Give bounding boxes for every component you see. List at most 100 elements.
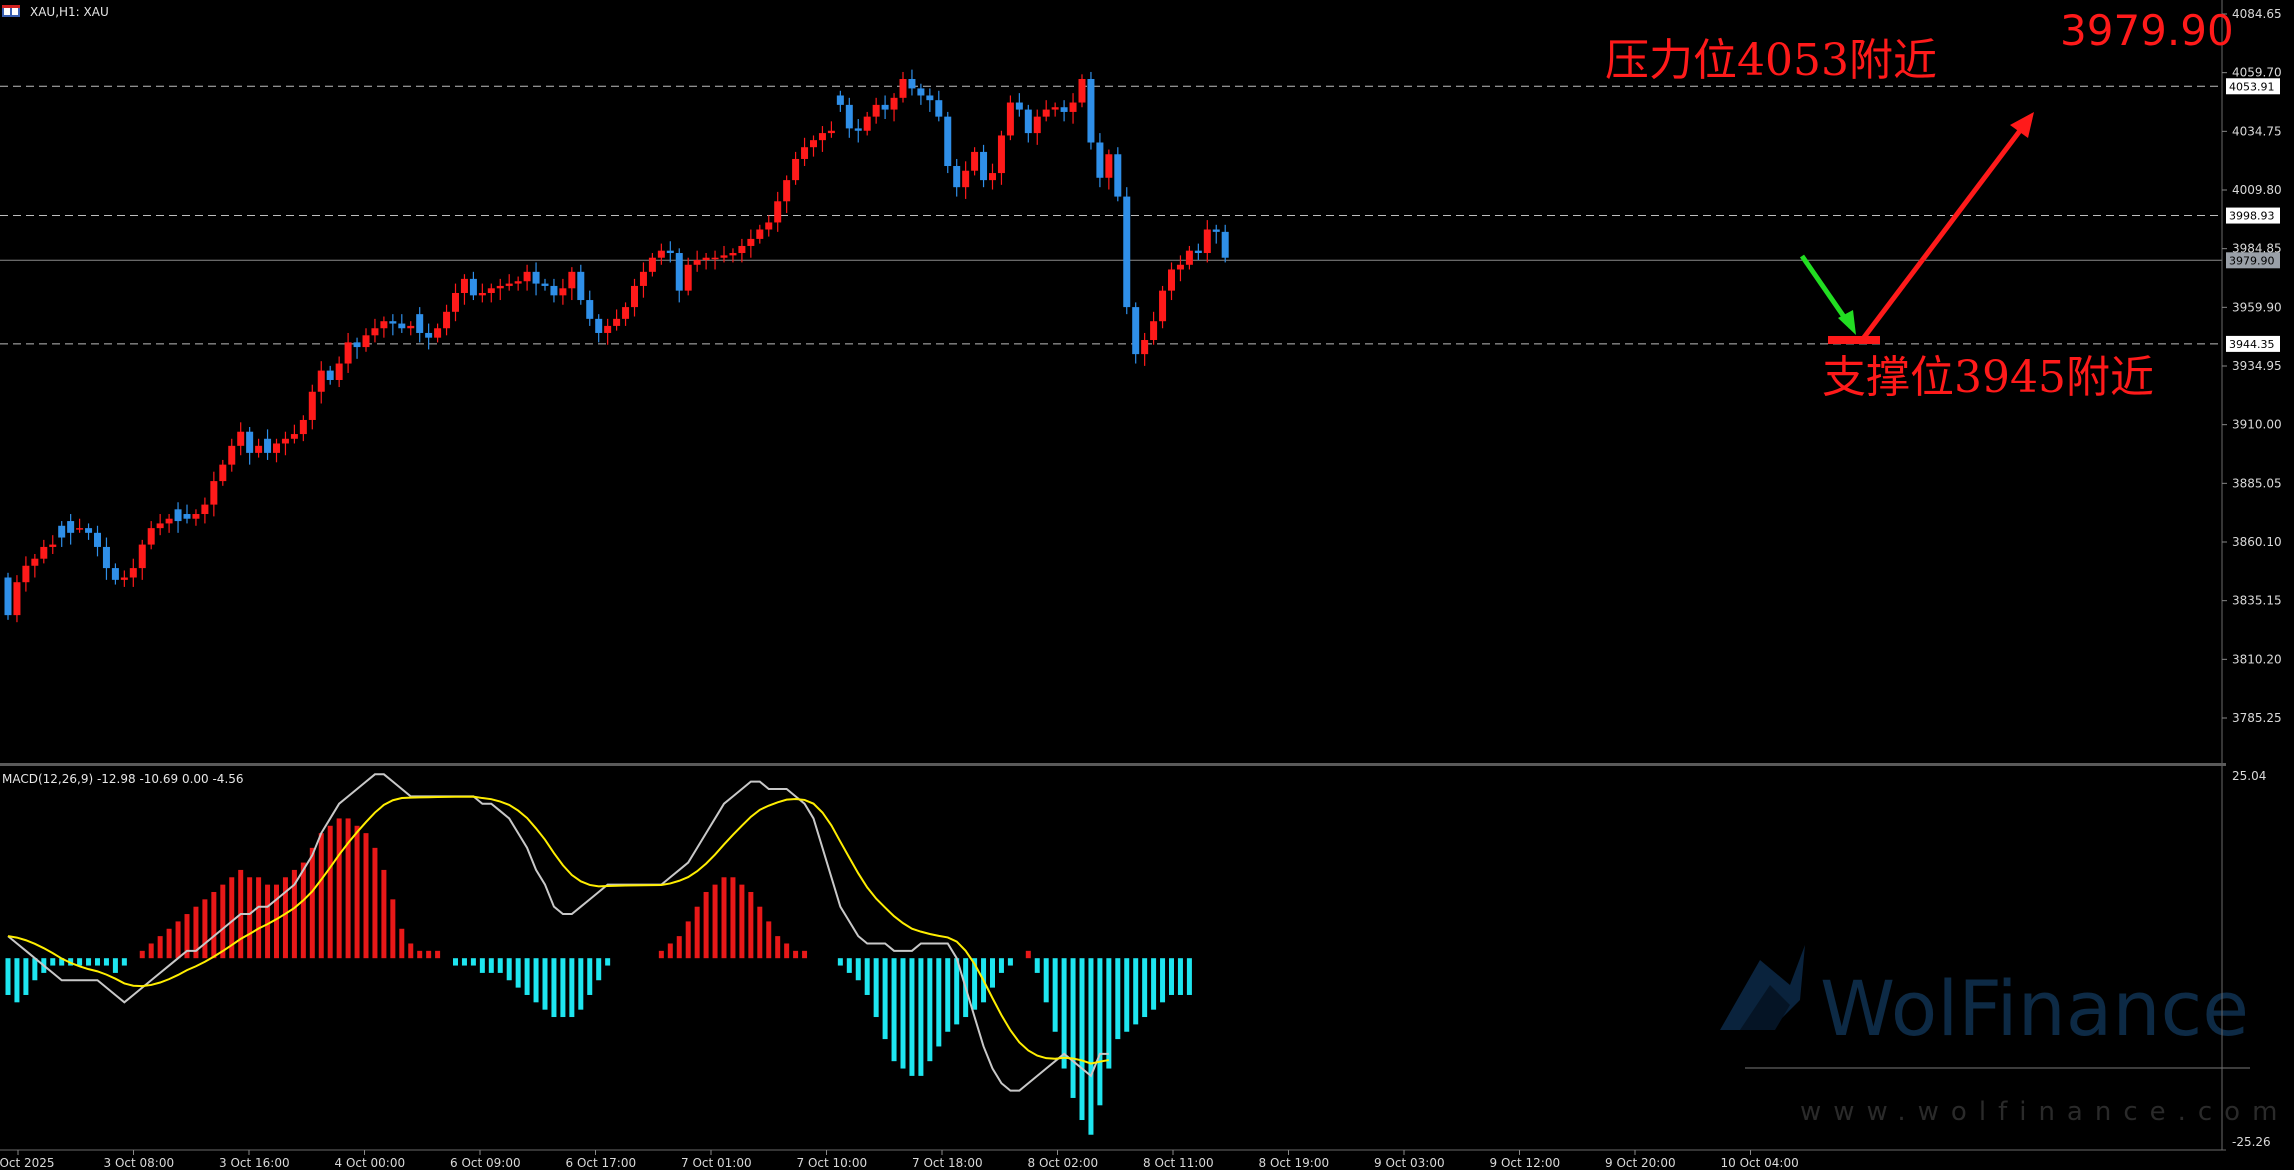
macd-histogram-bar: [990, 958, 995, 988]
candle: [845, 97, 853, 138]
macd-histogram-bar: [667, 943, 673, 959]
time-tick-label: 8 Oct 11:00: [1143, 1156, 1214, 1170]
macd-histogram-bar: [372, 847, 378, 959]
macd-histogram-bar: [166, 928, 172, 959]
candle: [738, 238, 746, 263]
macd-line: [7, 773, 1109, 1092]
candle: [362, 328, 370, 352]
candle: [505, 274, 513, 291]
candle: [1087, 71, 1095, 150]
price-tick-label: 3934.95: [2232, 359, 2282, 373]
candle: [550, 278, 558, 303]
time-tick-label: 4 Oct 00:00: [335, 1156, 406, 1170]
macd-histogram-bar: [1151, 958, 1157, 1010]
macd-histogram-bar: [265, 884, 271, 959]
price-axis-ticks: 4084.65 4059.70 4034.75 4009.80 3984.85 3959.…: [2222, 7, 2282, 725]
candle: [264, 429, 272, 460]
candle: [756, 224, 764, 244]
candle: [1096, 133, 1104, 188]
candle: [273, 438, 280, 463]
watermark-url: www.wolfinance.com: [1800, 1097, 2289, 1127]
candle: [416, 307, 424, 343]
candle: [1185, 245, 1193, 270]
price-tick-label: 4084.65: [2232, 7, 2282, 21]
macd-histogram-bar: [327, 825, 333, 959]
macd-histogram-bar: [426, 950, 432, 959]
candle: [1051, 102, 1059, 117]
pane-separator[interactable]: [0, 763, 2226, 766]
macd-histogram-bar: [569, 958, 575, 1018]
candle: [577, 264, 585, 305]
macd-histogram-bar: [417, 950, 423, 959]
macd-histogram-bar: [1061, 958, 1067, 1069]
candle: [165, 514, 173, 533]
candle: [496, 278, 504, 301]
candle: [613, 309, 621, 331]
macd-histogram-bar: [300, 862, 306, 959]
candle: [720, 245, 728, 263]
macd-histogram-bar: [1133, 958, 1139, 1025]
candle: [514, 276, 522, 291]
macd-histogram-bar: [802, 950, 808, 959]
macd-histogram-bar: [5, 958, 11, 995]
candle: [389, 314, 397, 336]
candle: [908, 69, 916, 96]
candle: [666, 241, 674, 263]
candle: [532, 262, 540, 296]
macd-histogram-bar: [184, 914, 190, 959]
candle: [434, 323, 442, 343]
candle: [299, 415, 307, 442]
macd-histogram-bar: [390, 899, 396, 959]
macd-histogram-bar: [1034, 958, 1040, 973]
candle: [1159, 285, 1167, 329]
candle: [971, 147, 979, 176]
macd-histogram-bar: [256, 877, 262, 959]
macd-histogram-bar: [23, 958, 29, 995]
candle: [174, 502, 182, 533]
macd-indicator: [5, 773, 1192, 1135]
candle: [765, 215, 773, 237]
candle: [962, 161, 970, 199]
candle: [854, 118, 862, 143]
macd-histogram-bar: [318, 833, 324, 959]
macd-histogram-bar: [1124, 958, 1130, 1032]
candle: [380, 316, 388, 338]
macd-histogram-bar: [157, 936, 163, 959]
macd-histogram-bar: [596, 958, 602, 981]
macd-histogram-bar: [1142, 958, 1148, 1018]
candle: [872, 97, 880, 124]
candle: [935, 90, 943, 122]
current-price-annotation: 3979.90: [2060, 6, 2234, 55]
candle: [237, 422, 245, 456]
macd-histogram-bar: [345, 818, 351, 959]
candle: [657, 243, 665, 265]
candle: [201, 497, 209, 524]
candle: [827, 121, 835, 138]
candle: [1132, 302, 1140, 364]
candle: [675, 248, 683, 303]
candle: [729, 248, 737, 263]
macd-histogram-bar: [408, 943, 414, 959]
macd-histogram-bar: [1115, 958, 1121, 1040]
macd-histogram-bar: [775, 936, 781, 959]
candle: [94, 525, 101, 557]
macd-histogram-bar: [103, 958, 109, 966]
candle: [711, 250, 719, 270]
time-tick-label: 9 Oct 20:00: [1605, 1156, 1676, 1170]
candle: [989, 163, 996, 190]
candle: [1069, 93, 1077, 124]
macd-histogram-bar: [748, 891, 754, 959]
macd-histogram-bar: [730, 877, 736, 959]
candle: [774, 191, 782, 232]
candle: [586, 290, 594, 326]
candle: [353, 337, 361, 359]
macd-histogram-bar: [998, 958, 1004, 973]
macd-histogram-bar: [50, 958, 56, 966]
macd-histogram-bar: [1186, 958, 1192, 995]
macd-histogram-bar: [1088, 958, 1094, 1135]
macd-histogram-bar: [793, 950, 799, 959]
candle: [639, 262, 647, 298]
macd-histogram-bar: [578, 958, 584, 1010]
macd-histogram-bar: [309, 847, 315, 959]
